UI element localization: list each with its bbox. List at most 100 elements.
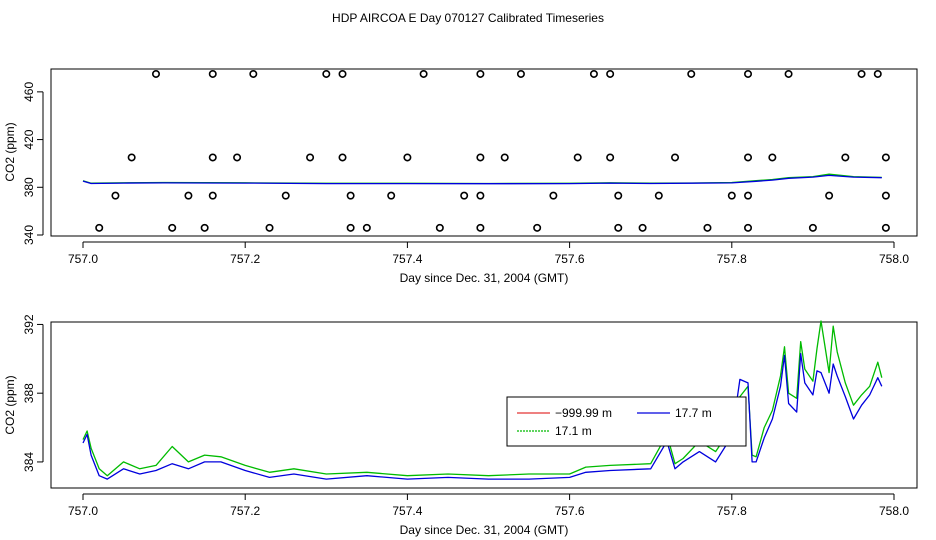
bottom-series-line-blue xyxy=(82,353,883,480)
top-data-point xyxy=(768,153,777,162)
top-y-tick-label: 460 xyxy=(22,82,36,102)
top-data-point xyxy=(476,153,485,162)
top-data-point xyxy=(606,69,615,78)
legend: −999.99 m 17.7 m 17.1 m xyxy=(506,396,747,447)
top-y-axis-label: CO2 (ppm) xyxy=(3,122,17,181)
top-data-point xyxy=(281,191,290,200)
legend-label-red: −999.99 m xyxy=(555,406,612,420)
top-data-point xyxy=(808,223,817,232)
top-data-point xyxy=(881,191,890,200)
top-data-point xyxy=(825,191,834,200)
bottom-plot-frame xyxy=(50,321,918,489)
top-x-tick-label: 757.4 xyxy=(392,252,422,266)
top-data-point xyxy=(419,69,428,78)
bottom-x-axis-label: Day since Dec. 31, 2004 (GMT) xyxy=(400,523,569,537)
top-data-point xyxy=(476,69,485,78)
top-data-point xyxy=(403,153,412,162)
bottom-x-axis: 757.0 757.2 757.4 757.6 757.8 758.0 xyxy=(68,493,909,518)
bottom-x-tick-label: 758.0 xyxy=(879,504,909,518)
top-data-point xyxy=(460,191,469,200)
bottom-x-tick-label: 757.2 xyxy=(230,504,260,518)
top-data-point xyxy=(671,153,680,162)
top-data-point xyxy=(533,223,542,232)
top-data-point xyxy=(703,223,712,232)
top-data-point xyxy=(500,153,509,162)
top-x-tick-label: 758.0 xyxy=(879,252,909,266)
bottom-x-tick-label: 757.8 xyxy=(717,504,747,518)
legend-box xyxy=(506,396,747,447)
bottom-x-tick-label: 757.6 xyxy=(555,504,585,518)
top-data-point xyxy=(265,223,274,232)
top-data-point xyxy=(208,191,217,200)
top-data-point xyxy=(744,69,753,78)
top-data-point xyxy=(435,223,444,232)
top-data-point xyxy=(687,69,696,78)
top-y-tick-label: 340 xyxy=(22,225,36,245)
bottom-x-tick-label: 757.4 xyxy=(392,504,422,518)
bottom-y-axis: 384 388 392 xyxy=(22,314,44,472)
top-data-point xyxy=(111,191,120,200)
top-data-point xyxy=(549,191,558,200)
bottom-y-tick-label: 392 xyxy=(22,314,36,334)
top-data-point xyxy=(516,69,525,78)
top-data-point xyxy=(614,191,623,200)
top-data-point xyxy=(573,153,582,162)
top-data-point xyxy=(322,69,331,78)
bottom-series-line-green xyxy=(82,320,883,477)
top-y-tick-label: 380 xyxy=(22,177,36,197)
figure-title: HDP AIRCOA E Day 070127 Calibrated Times… xyxy=(332,11,604,25)
top-data-point xyxy=(338,153,347,162)
top-series-line-green xyxy=(82,173,882,185)
top-data-point xyxy=(873,69,882,78)
bottom-x-tick-label: 757.0 xyxy=(68,504,98,518)
top-data-point xyxy=(346,223,355,232)
top-x-tick-label: 757.8 xyxy=(717,252,747,266)
top-data-point xyxy=(346,191,355,200)
bottom-y-tick-label: 384 xyxy=(22,452,36,472)
top-data-point xyxy=(362,223,371,232)
top-data-point xyxy=(857,69,866,78)
bottom-y-axis-label: CO2 (ppm) xyxy=(3,375,17,434)
top-data-point xyxy=(744,223,753,232)
top-data-point xyxy=(233,153,242,162)
top-data-point xyxy=(151,69,160,78)
top-series-line-blue xyxy=(82,174,882,185)
top-data-point xyxy=(606,153,615,162)
top-data-point xyxy=(638,223,647,232)
top-data-point xyxy=(208,69,217,78)
top-data-point xyxy=(614,223,623,232)
top-data-point xyxy=(200,223,209,232)
top-data-point xyxy=(727,191,736,200)
top-plot-frame xyxy=(50,68,918,237)
top-data-point xyxy=(338,69,347,78)
top-x-tick-label: 757.2 xyxy=(230,252,260,266)
top-series-layer xyxy=(82,69,890,232)
top-data-point xyxy=(95,223,104,232)
top-x-tick-label: 757.6 xyxy=(555,252,585,266)
bottom-y-tick-label: 388 xyxy=(22,383,36,403)
top-data-point xyxy=(744,191,753,200)
top-data-point xyxy=(744,153,753,162)
top-data-point xyxy=(168,223,177,232)
top-data-point xyxy=(476,191,485,200)
top-data-point xyxy=(249,69,258,78)
top-y-tick-label: 420 xyxy=(22,129,36,149)
top-panel: 757.0 757.2 757.4 757.6 757.8 758.0 340 380 420… xyxy=(3,68,918,285)
top-data-point xyxy=(881,153,890,162)
top-x-tick-label: 757.0 xyxy=(68,252,98,266)
top-data-point xyxy=(476,223,485,232)
bottom-panel: 757.0 757.2 757.4 757.6 757.8 758.0 384 388 392… xyxy=(3,314,918,537)
top-data-point xyxy=(654,191,663,200)
legend-label-green: 17.1 m xyxy=(555,424,592,438)
legend-label-blue: 17.7 m xyxy=(675,406,712,420)
top-data-point xyxy=(881,223,890,232)
top-data-point xyxy=(589,69,598,78)
top-data-point xyxy=(306,153,315,162)
top-x-axis: 757.0 757.2 757.4 757.6 757.8 758.0 xyxy=(68,241,909,266)
top-data-point xyxy=(387,191,396,200)
top-x-axis-label: Day since Dec. 31, 2004 (GMT) xyxy=(400,271,569,285)
top-data-point xyxy=(841,153,850,162)
top-data-point xyxy=(184,191,193,200)
top-data-point xyxy=(208,153,217,162)
